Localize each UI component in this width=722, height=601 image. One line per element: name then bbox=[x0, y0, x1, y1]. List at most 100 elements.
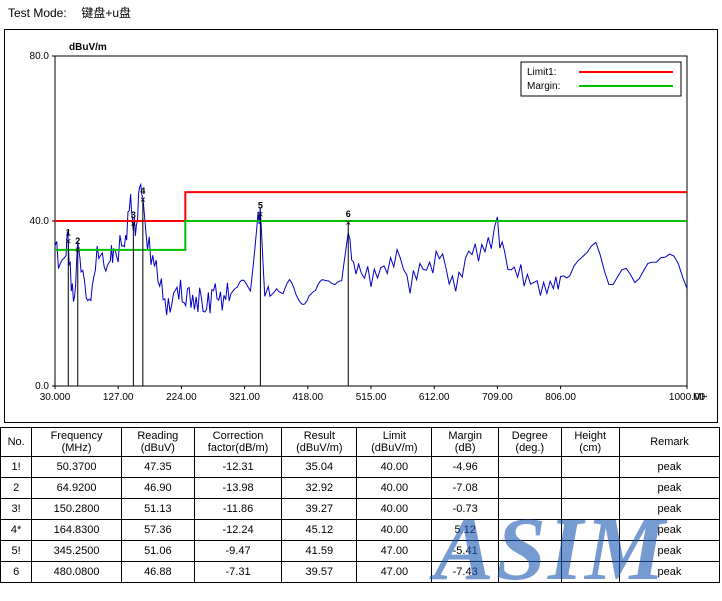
table-row: 5!345.250051.06-9.4741.5947.00-5.41peak bbox=[1, 541, 720, 562]
table-cell: 40.00 bbox=[357, 499, 432, 520]
table-header-cell: Limit(dBuV/m) bbox=[357, 428, 432, 457]
table-cell bbox=[561, 520, 619, 541]
test-mode-value: 键盘+u盘 bbox=[81, 6, 131, 20]
table-row: 264.920046.90-13.9832.9240.00-7.08peak bbox=[1, 478, 720, 499]
svg-text:×: × bbox=[140, 195, 146, 206]
table-cell: 164.8300 bbox=[32, 520, 122, 541]
table-cell: -7.31 bbox=[194, 562, 282, 583]
svg-text:418.00: 418.00 bbox=[293, 392, 324, 403]
table-header-cell: No. bbox=[1, 428, 32, 457]
table-cell: 35.04 bbox=[282, 457, 357, 478]
table-cell: 5! bbox=[1, 541, 32, 562]
table-cell: 150.2800 bbox=[32, 499, 122, 520]
table-cell: 40.00 bbox=[357, 520, 432, 541]
table-cell: 4* bbox=[1, 520, 32, 541]
table-cell: -13.98 bbox=[194, 478, 282, 499]
table-cell: peak bbox=[619, 541, 719, 562]
table-header-row: No.Frequency(MHz)Reading(dBuV)Correction… bbox=[1, 428, 720, 457]
table-header-cell: Reading(dBuV) bbox=[121, 428, 194, 457]
table-cell: 40.00 bbox=[357, 457, 432, 478]
svg-text:×: × bbox=[65, 236, 71, 247]
table-header-cell: Remark bbox=[619, 428, 719, 457]
svg-text:5: 5 bbox=[258, 200, 263, 210]
table-cell bbox=[561, 478, 619, 499]
svg-text:515.00: 515.00 bbox=[356, 392, 387, 403]
table-cell: -4.96 bbox=[432, 457, 499, 478]
header-bar: Test Mode: 键盘+u盘 bbox=[0, 0, 722, 25]
table-cell: 39.57 bbox=[282, 562, 357, 583]
table-cell: 47.35 bbox=[121, 457, 194, 478]
table-row: 6480.080046.88-7.3139.5747.00-7.43 peak bbox=[1, 562, 720, 583]
table-header-cell: Height(cm) bbox=[561, 428, 619, 457]
table-cell bbox=[499, 520, 562, 541]
table-cell: 46.88 bbox=[121, 562, 194, 583]
table-cell: 32.92 bbox=[282, 478, 357, 499]
table-cell: -5.41 bbox=[432, 541, 499, 562]
svg-text:Limit1:: Limit1: bbox=[527, 67, 556, 78]
table-cell: 47.00 bbox=[357, 562, 432, 583]
table-cell: 2 bbox=[1, 478, 32, 499]
table-cell: peak bbox=[619, 457, 719, 478]
table-cell: 51.13 bbox=[121, 499, 194, 520]
table-cell: 3! bbox=[1, 499, 32, 520]
results-table-wrap: No.Frequency(MHz)Reading(dBuV)Correction… bbox=[0, 427, 722, 583]
svg-text:MHz: MHz bbox=[693, 392, 707, 403]
table-header-cell: Degree(deg.) bbox=[499, 428, 562, 457]
table-row: 3!150.280051.13-11.8639.2740.00-0.73peak bbox=[1, 499, 720, 520]
table-cell: 480.0800 bbox=[32, 562, 122, 583]
svg-text:40.0: 40.0 bbox=[30, 216, 50, 227]
table-cell: 345.2500 bbox=[32, 541, 122, 562]
table-cell: 40.00 bbox=[357, 478, 432, 499]
table-cell: 5.12 bbox=[432, 520, 499, 541]
table-cell: 51.06 bbox=[121, 541, 194, 562]
svg-text:×: × bbox=[130, 219, 136, 230]
svg-text:×: × bbox=[75, 245, 81, 256]
table-cell: -12.24 bbox=[194, 520, 282, 541]
table-cell bbox=[499, 562, 562, 583]
table-cell: 50.3700 bbox=[32, 457, 122, 478]
svg-text:4: 4 bbox=[140, 186, 145, 196]
svg-text:Margin:: Margin: bbox=[527, 81, 560, 92]
table-cell: -0.73 bbox=[432, 499, 499, 520]
table-cell: -7.43 bbox=[432, 562, 499, 583]
svg-text:3: 3 bbox=[131, 210, 136, 220]
table-cell bbox=[499, 478, 562, 499]
results-table: No.Frequency(MHz)Reading(dBuV)Correction… bbox=[0, 427, 720, 583]
table-cell: 6 bbox=[1, 562, 32, 583]
table-cell: peak bbox=[619, 499, 719, 520]
table-cell bbox=[499, 499, 562, 520]
svg-text:709.00: 709.00 bbox=[482, 392, 513, 403]
table-row: 1!50.370047.35-12.3135.0440.00-4.96peak bbox=[1, 457, 720, 478]
table-cell: peak bbox=[619, 520, 719, 541]
svg-text:6: 6 bbox=[346, 209, 351, 219]
table-cell: 47.00 bbox=[357, 541, 432, 562]
svg-text:30.000: 30.000 bbox=[40, 392, 71, 403]
table-header-cell: Margin(dB) bbox=[432, 428, 499, 457]
table-header-cell: Result(dBuV/m) bbox=[282, 428, 357, 457]
svg-text:0.0: 0.0 bbox=[35, 381, 49, 392]
table-cell: -7.08 bbox=[432, 478, 499, 499]
table-cell bbox=[561, 457, 619, 478]
table-header-cell: Frequency(MHz) bbox=[32, 428, 122, 457]
table-cell: -11.86 bbox=[194, 499, 282, 520]
svg-text:2: 2 bbox=[75, 236, 80, 246]
table-cell: peak bbox=[619, 478, 719, 499]
chart-panel: 0.040.080.0dBuV/m30.000127.00224.00321.0… bbox=[4, 29, 718, 423]
table-cell: -9.47 bbox=[194, 541, 282, 562]
svg-text:806.00: 806.00 bbox=[545, 392, 576, 403]
table-row: 4*164.830057.36-12.2445.1240.005.12peak bbox=[1, 520, 720, 541]
table-cell bbox=[561, 499, 619, 520]
table-cell bbox=[561, 541, 619, 562]
svg-text:×: × bbox=[257, 209, 263, 220]
svg-text:127.00: 127.00 bbox=[103, 392, 134, 403]
table-cell: 57.36 bbox=[121, 520, 194, 541]
svg-text:80.0: 80.0 bbox=[30, 51, 50, 62]
table-header-cell: Correctionfactor(dB/m) bbox=[194, 428, 282, 457]
test-mode-label: Test Mode: bbox=[8, 6, 78, 20]
table-cell: -12.31 bbox=[194, 457, 282, 478]
table-cell: 64.9200 bbox=[32, 478, 122, 499]
svg-text:224.00: 224.00 bbox=[166, 392, 197, 403]
table-cell: peak bbox=[619, 562, 719, 583]
table-cell bbox=[499, 457, 562, 478]
svg-text:612.00: 612.00 bbox=[419, 392, 450, 403]
